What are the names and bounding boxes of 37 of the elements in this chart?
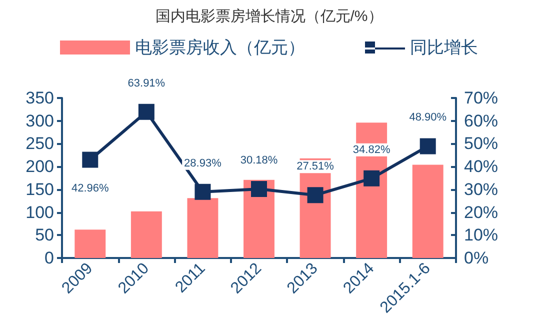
y2-tick-label: 60% xyxy=(464,111,498,130)
data-label: 28.93% xyxy=(184,157,222,170)
bar xyxy=(74,230,106,258)
y2-tick-label: 20% xyxy=(464,202,498,222)
y-tick-label: 250 xyxy=(26,134,54,154)
legend-label: 同比增长 xyxy=(410,38,478,57)
point xyxy=(194,184,211,200)
y-tick-label: 0 xyxy=(44,248,54,268)
bar xyxy=(187,198,218,258)
y2-tick-label: 30% xyxy=(464,180,498,199)
data-label: 30.18% xyxy=(240,154,278,167)
point xyxy=(307,187,324,204)
y-tick-label: 300 xyxy=(26,111,54,130)
y2-tick-label: 50% xyxy=(464,134,498,154)
point xyxy=(420,138,436,154)
bar xyxy=(130,211,162,258)
data-label: 48.90% xyxy=(409,112,447,124)
data-label: 63.91% xyxy=(128,77,166,90)
y-tick-label: 150 xyxy=(26,180,54,199)
y-tick-label: 50 xyxy=(35,226,54,245)
legend-label: 电影票房收入（亿元） xyxy=(135,38,305,57)
y-tick-label: 350 xyxy=(26,88,54,108)
chart-title: 国内电影票房增长情况（亿元/%） xyxy=(155,8,383,25)
y-tick-label: 100 xyxy=(26,202,54,222)
point xyxy=(251,181,267,198)
point xyxy=(364,170,380,186)
y2-tick-label: 40% xyxy=(464,157,498,176)
bar xyxy=(412,164,444,258)
point xyxy=(138,104,154,120)
data-label: 42.96% xyxy=(71,182,110,194)
data-label: 27.51% xyxy=(296,160,334,173)
y2-tick-label: 10% xyxy=(464,226,498,245)
y-tick-label: 200 xyxy=(26,157,54,176)
data-label: 34.82% xyxy=(352,144,390,156)
y2-tick-label: 70% xyxy=(464,88,498,108)
y2-tick-label: 0% xyxy=(464,248,489,268)
point xyxy=(82,152,98,168)
